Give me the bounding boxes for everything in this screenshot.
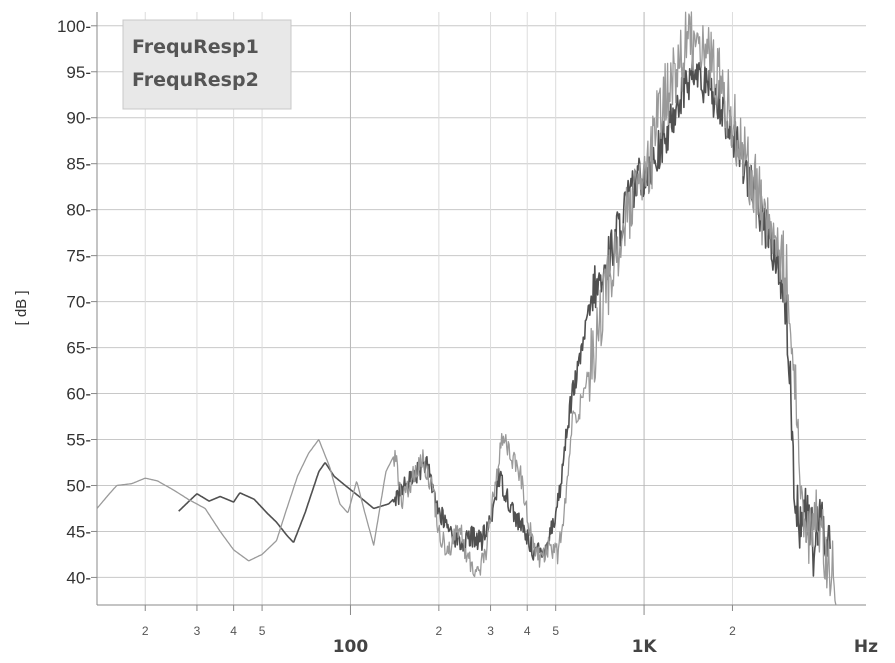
x-tick-label: 1K [632, 637, 658, 657]
y-tick-label: 70- [66, 293, 91, 312]
legend-entry-frequresp2: FrequResp2 [132, 69, 259, 91]
x-tick-label: 5 [552, 624, 559, 638]
x-tick-label: 100 [333, 637, 369, 657]
grid [97, 12, 866, 605]
y-tick-label: 55- [66, 431, 91, 450]
y-tick-label: 40- [66, 568, 91, 587]
series-lines [96, 11, 837, 606]
y-axis-label: [ dB ] [13, 290, 30, 325]
y-tick-label: 65- [66, 339, 91, 358]
y-tick-label: 90- [66, 109, 91, 128]
x-tick-label: 3 [194, 624, 201, 638]
series-line-frequresp2 [96, 11, 837, 606]
y-tick-label: 100- [57, 17, 91, 36]
x-tick-label: 2 [142, 624, 149, 638]
x-tick-label: 4 [524, 624, 531, 638]
x-tick-label: 2 [729, 624, 736, 638]
legend: FrequResp1 FrequResp2 [122, 19, 292, 110]
y-tick-label: 85- [66, 155, 91, 174]
y-tick-label: 45- [66, 522, 91, 541]
y-tick-label: 50- [66, 476, 91, 495]
x-tick-label: 3 [487, 624, 494, 638]
axes: 40- 45- 50- 55- 60- 65- 70- 75- 80- 85- 90- 95- 100-… [13, 12, 878, 657]
legend-entry-frequresp1: FrequResp1 [132, 36, 259, 58]
x-axis-unit: Hz [854, 637, 878, 657]
x-tick-label: 4 [230, 624, 237, 638]
legend-box [122, 19, 292, 110]
y-tick-label: 80- [66, 201, 91, 220]
x-tick-label: 2 [436, 624, 443, 638]
y-tick-label: 60- [66, 385, 91, 404]
series-line-frequresp1 [178, 52, 831, 577]
y-tick-label: 95- [66, 63, 91, 82]
x-tick-label: 5 [259, 624, 266, 638]
y-tick-label: 75- [66, 247, 91, 266]
